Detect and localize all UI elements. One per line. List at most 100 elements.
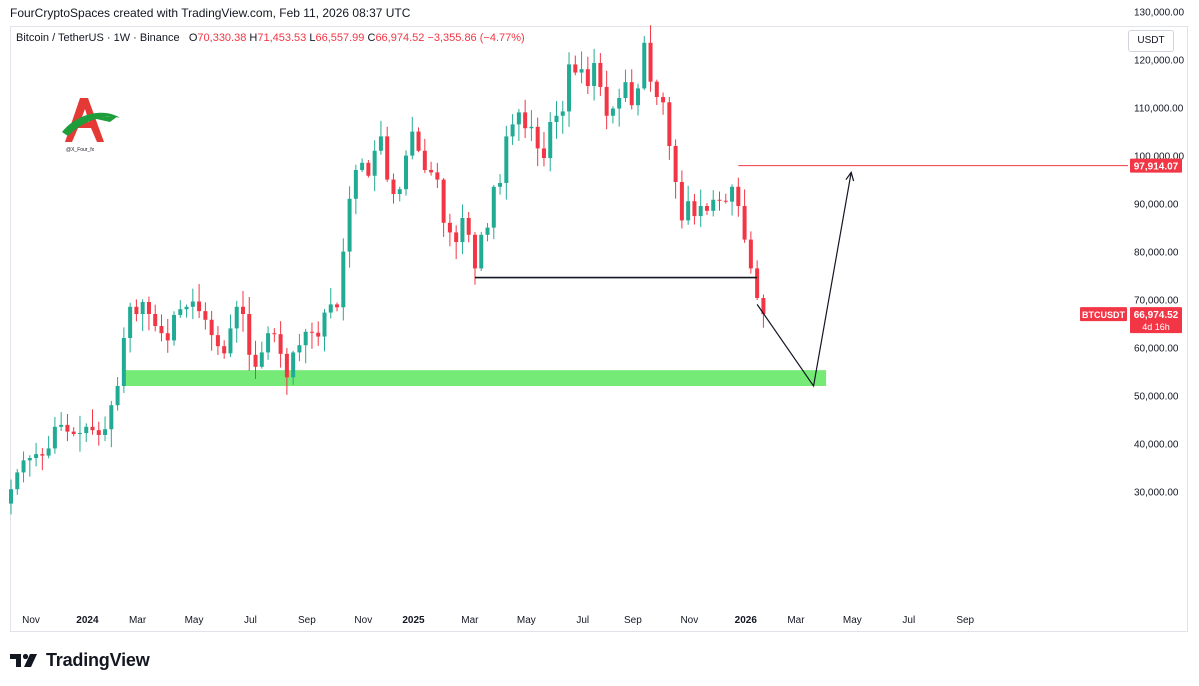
candle-body	[667, 102, 672, 146]
candle-body	[347, 198, 352, 252]
candle-body	[636, 88, 640, 106]
chart-header-credit: FourCryptoSpaces created with TradingVie…	[10, 6, 411, 20]
candle-body	[335, 304, 340, 308]
candle-body	[291, 352, 296, 378]
candle-body	[648, 42, 653, 82]
candle-body	[59, 424, 64, 427]
candle-body	[516, 112, 521, 125]
author-logo	[62, 98, 120, 142]
candle-body	[535, 126, 540, 149]
time-tick-label: May	[517, 615, 536, 626]
candle-body	[391, 179, 396, 194]
change-value: −3,355.86 (−4.77%)	[427, 32, 525, 44]
price-tick-label: 80,000.00	[1134, 248, 1179, 259]
candle-body	[303, 331, 308, 346]
candle-body	[623, 82, 628, 98]
price-tick-label: 40,000.00	[1134, 440, 1179, 451]
candle-body	[240, 306, 245, 314]
time-tick-label: 2024	[76, 615, 99, 626]
candle-body	[491, 186, 496, 228]
candle-body	[215, 335, 220, 347]
symbol-badge-text: BTCUSDT	[1082, 310, 1125, 320]
candle-body	[629, 82, 634, 106]
price-tick-label: 70,000.00	[1134, 296, 1179, 307]
time-tick-label: May	[185, 615, 204, 626]
candle-body	[404, 155, 409, 190]
candle-body	[523, 112, 528, 129]
symbol-name[interactable]: Bitcoin / TetherUS · 1W · Binance	[16, 32, 180, 44]
candle-body	[560, 111, 565, 116]
high-value: 71,453.53	[257, 32, 307, 44]
time-tick-label: Jul	[902, 615, 915, 626]
time-tick-label: Mar	[129, 615, 147, 626]
candle-body	[27, 458, 32, 461]
candle-body	[717, 199, 722, 201]
candle-body	[341, 251, 346, 308]
open-value: 70,330.38	[197, 32, 247, 44]
tradingview-logo-icon	[10, 653, 37, 667]
author-handle: @X_Four_fx	[66, 147, 95, 153]
candle-body	[322, 312, 327, 337]
candle-body	[435, 172, 440, 180]
price-tick-label: 110,000.00	[1134, 104, 1184, 115]
candle-body	[592, 62, 597, 86]
candle-body	[272, 333, 277, 335]
candle-body	[416, 131, 421, 151]
resistance-price-badge	[1130, 158, 1182, 173]
price-tick-label: 130,000.00	[1134, 8, 1184, 19]
candle-body	[748, 239, 753, 269]
candle-body	[115, 386, 120, 406]
resistance-price-label: 97,914.07	[1134, 162, 1179, 173]
time-tick-label: Mar	[787, 615, 805, 626]
candle-body	[385, 136, 390, 180]
low-label: L	[309, 32, 316, 44]
candle-body	[203, 311, 208, 320]
time-tick-label: May	[843, 615, 862, 626]
candle-body	[711, 199, 716, 211]
symbol-badge	[1080, 307, 1127, 322]
candle-body	[284, 353, 289, 378]
candle-body	[253, 354, 258, 367]
candle-body	[247, 314, 252, 355]
candle-body	[755, 268, 760, 299]
candle-body	[466, 218, 471, 235]
candle-body	[686, 201, 691, 221]
candle-body	[90, 426, 95, 431]
currency-selector[interactable]: USDT	[1128, 30, 1174, 52]
candle-body	[598, 62, 603, 87]
tradingview-brand[interactable]: TradingView	[10, 648, 150, 672]
support-zone-layer	[123, 370, 827, 386]
low-value: 66,557.99	[315, 32, 365, 44]
time-tick-label: Nov	[354, 615, 372, 626]
candle-body	[422, 150, 427, 170]
close-value: 66,974.52	[375, 32, 425, 44]
candle-body	[15, 472, 20, 490]
candle-body	[573, 64, 578, 73]
candle-body	[316, 332, 321, 337]
candle-body	[692, 201, 697, 217]
candle-body	[172, 314, 177, 341]
candle-body	[698, 206, 703, 217]
time-tick-label: Sep	[956, 615, 974, 626]
candle-body	[197, 301, 202, 312]
candle-body	[77, 433, 82, 435]
candle-body	[21, 460, 26, 473]
close-label: C	[367, 32, 376, 44]
candle-body	[472, 234, 477, 269]
price-tick-label: 60,000.00	[1134, 344, 1179, 355]
time-tick-label: Nov	[680, 615, 698, 626]
chart-frame	[10, 26, 1188, 632]
candle-body	[328, 304, 333, 313]
candle-body	[46, 448, 51, 456]
candle-body	[234, 306, 239, 329]
candle-body	[165, 333, 170, 341]
candle-body	[604, 86, 609, 116]
open-label: O	[188, 32, 198, 44]
candle-body	[360, 162, 365, 170]
candle-body	[541, 148, 546, 158]
candle-body	[736, 186, 741, 206]
candle-body	[190, 301, 195, 307]
candle-body	[222, 346, 227, 354]
